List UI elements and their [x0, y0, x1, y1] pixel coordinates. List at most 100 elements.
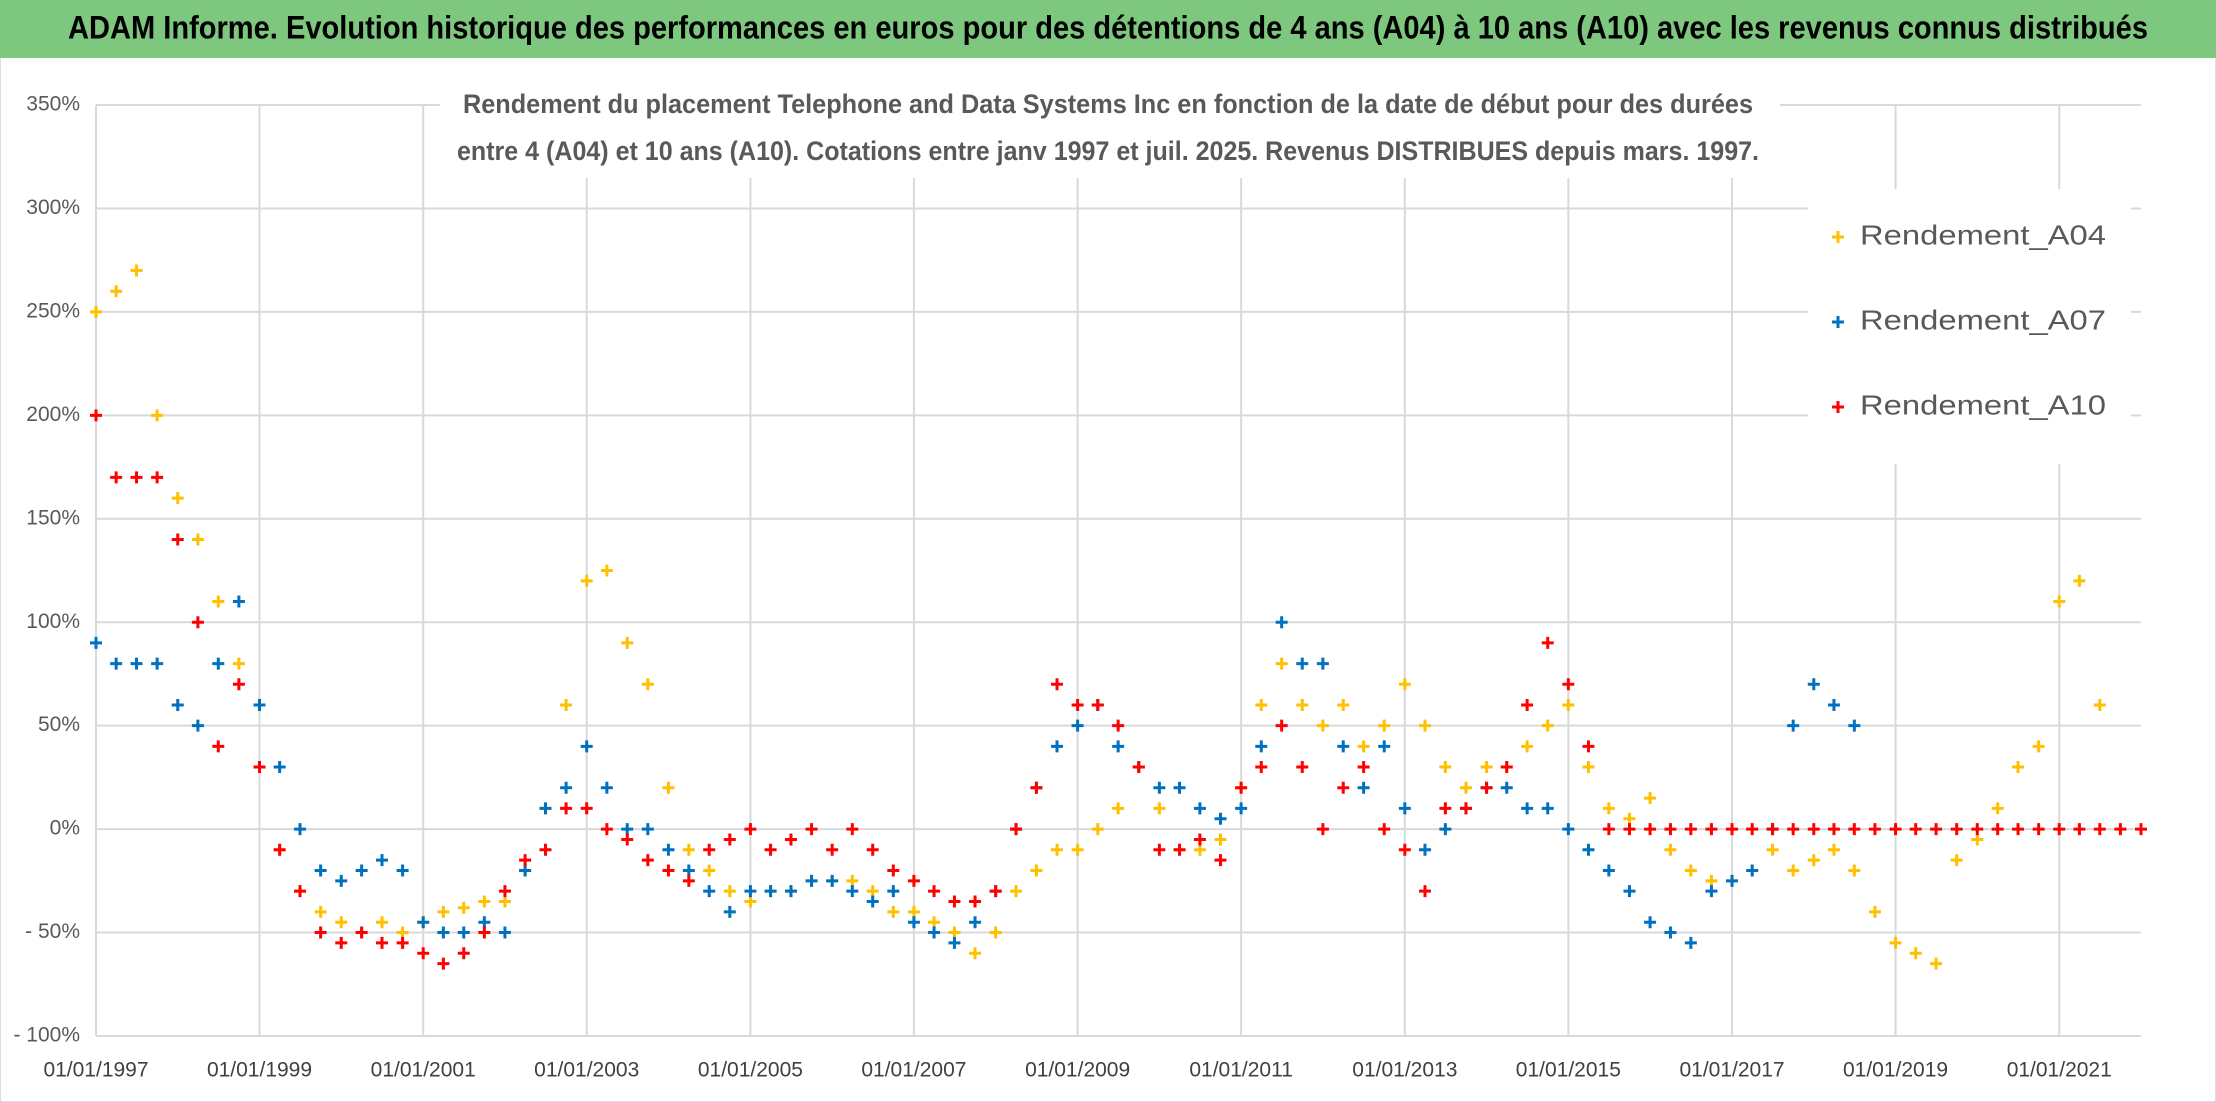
data-point: [948, 926, 961, 939]
data-point: [294, 885, 307, 898]
data-point: [1684, 936, 1697, 949]
data-point: [1787, 864, 1800, 877]
data-point: [805, 823, 818, 836]
data-point: [641, 823, 654, 836]
data-point: [866, 885, 879, 898]
data-point: [1787, 823, 1800, 836]
data-point: [1950, 823, 1963, 836]
data-point: [519, 854, 532, 867]
data-point: [110, 657, 123, 670]
data-point: [2073, 574, 2086, 587]
data-point: [1316, 657, 1329, 670]
data-point: [1214, 833, 1227, 846]
data-point: [314, 926, 327, 939]
data-point: [1071, 698, 1084, 711]
x-tick-label: 01/01/1997: [43, 1059, 148, 1082]
data-point: [1071, 843, 1084, 856]
data-point: [703, 864, 716, 877]
data-point: [1357, 761, 1370, 774]
data-point: [723, 833, 736, 846]
data-point: [2053, 595, 2066, 608]
data-point: [110, 471, 123, 484]
y-tick-label: 250%: [26, 299, 80, 322]
data-point: [273, 761, 286, 774]
data-point: [1746, 864, 1759, 877]
data-point: [866, 895, 879, 908]
data-point: [744, 895, 757, 908]
data-point: [1214, 812, 1227, 825]
legend-marker: [1832, 316, 1844, 328]
data-point: [887, 905, 900, 918]
data-point: [396, 936, 409, 949]
data-point: [1827, 843, 1840, 856]
data-point: [1337, 781, 1350, 794]
data-point: [130, 471, 143, 484]
data-point: [90, 305, 102, 318]
y-tick-label: 350%: [26, 93, 80, 116]
data-point: [1030, 781, 1043, 794]
data-point: [294, 823, 307, 836]
data-point: [1275, 719, 1288, 732]
data-point: [1950, 854, 1963, 867]
data-point: [335, 874, 348, 887]
data-point: [457, 926, 470, 939]
data-point: [253, 761, 266, 774]
legend-marker: [1832, 401, 1844, 413]
data-point: [1623, 885, 1636, 898]
x-tick-label: 01/01/2011: [1189, 1059, 1293, 1082]
data-point: [744, 823, 757, 836]
data-point: [171, 533, 184, 546]
x-tick-label: 01/01/2015: [1516, 1059, 1621, 1082]
data-point: [191, 616, 204, 629]
data-point: [846, 823, 859, 836]
data-point: [1602, 802, 1615, 815]
data-point: [1726, 874, 1739, 887]
data-point: [1889, 823, 1902, 836]
data-point: [1562, 678, 1575, 691]
marks: [90, 264, 2147, 970]
data-point: [1684, 823, 1697, 836]
data-point: [866, 843, 879, 856]
data-point: [948, 895, 961, 908]
data-point: [1235, 781, 1248, 794]
data-point: [1357, 740, 1370, 753]
data-point: [1480, 781, 1493, 794]
data-point: [1746, 823, 1759, 836]
data-point: [151, 657, 164, 670]
data-point: [1644, 792, 1657, 805]
data-point: [1071, 719, 1084, 732]
data-point: [1132, 761, 1145, 774]
data-point: [1848, 823, 1861, 836]
data-point: [1153, 802, 1166, 815]
data-point: [376, 854, 388, 867]
y-tick-label: - 100%: [13, 1024, 80, 1047]
data-point: [1091, 823, 1104, 836]
data-point: [969, 895, 982, 908]
data-point: [437, 905, 450, 918]
data-point: [1010, 823, 1023, 836]
data-point: [1235, 802, 1248, 815]
data-point: [1418, 885, 1431, 898]
data-point: [437, 926, 450, 939]
data-point: [1705, 874, 1718, 887]
data-point: [846, 874, 859, 887]
legend-marker: [1832, 231, 1844, 243]
data-point: [1439, 761, 1452, 774]
x-tick-label: 01/01/2019: [1843, 1059, 1948, 1082]
data-point: [1868, 905, 1881, 918]
data-point: [1051, 740, 1064, 753]
data-point: [1582, 843, 1595, 856]
x-tick-label: 01/01/2009: [1025, 1059, 1130, 1082]
data-point: [417, 916, 430, 929]
chart-title: ADAM Informe. Evolution historique des p…: [68, 9, 2148, 45]
data-point: [1909, 823, 1922, 836]
data-point: [826, 874, 839, 887]
data-point: [1459, 781, 1472, 794]
data-point: [1664, 843, 1677, 856]
data-point: [498, 926, 511, 939]
data-point: [1296, 698, 1309, 711]
data-point: [1051, 843, 1064, 856]
data-point: [1398, 678, 1411, 691]
data-point: [1521, 740, 1534, 753]
data-point: [1705, 823, 1718, 836]
